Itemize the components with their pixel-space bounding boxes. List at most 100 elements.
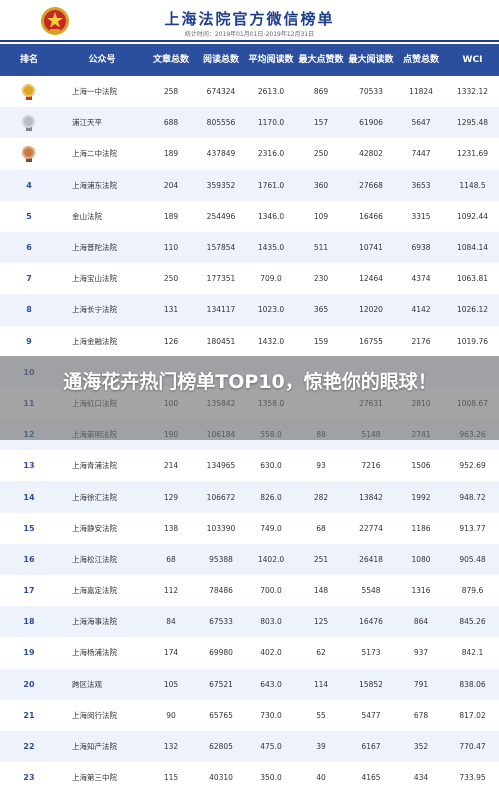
cell-max-reads: 26418 (359, 554, 383, 564)
cell-account-name: 上海静安法院 (72, 523, 117, 533)
cell-account-name: 上海长宁法院 (72, 305, 117, 315)
cell-account-name: 上海二中法院 (72, 149, 117, 159)
cell-account-name: 上海徐汇法院 (72, 492, 117, 502)
cell-account-name: 跨区法观 (72, 679, 102, 689)
cell-account-name: 上海第三中院 (72, 773, 117, 783)
gold-medal-icon (20, 82, 38, 100)
cell-total-likes: 678 (413, 710, 429, 720)
cell-articles: 132 (163, 742, 179, 752)
cell-total-likes: 1316 (411, 586, 431, 596)
cell-max-likes: 93 (316, 461, 326, 471)
cell-avg-reads: 1402.0 (257, 554, 285, 564)
table-row: 15 上海静安法院 138 103390 749.0 68 22774 1186 913.77 (0, 512, 499, 544)
cell-rank: 17 (23, 586, 35, 596)
cell-avg-reads: 730.0 (260, 710, 282, 720)
cell-max-reads: 27668 (359, 180, 383, 190)
cell-articles: 131 (163, 305, 179, 315)
cell-max-reads: 10741 (359, 243, 383, 253)
cell-rank: 4 (26, 180, 32, 190)
cell-articles: 68 (166, 554, 176, 564)
cell-max-likes: 40 (316, 773, 326, 783)
cell-max-likes: 62 (316, 648, 326, 658)
page-title: 上海法院官方微信榜单 (164, 10, 335, 28)
cell-reads: 69980 (209, 648, 233, 658)
cell-max-reads: 22774 (359, 523, 383, 533)
cell-total-likes: 3653 (411, 180, 431, 190)
cell-articles: 129 (163, 492, 179, 502)
cell-max-likes: 869 (313, 87, 329, 97)
cell-avg-reads: 1432.0 (257, 336, 285, 346)
table-row: 浦江天平 688 805556 1170.0 157 61906 5647 1295.48 (0, 107, 499, 139)
table-row: 20 跨区法观 105 67521 643.0 114 15852 791 838.06 (0, 668, 499, 700)
cell-wci: 1092.44 (456, 211, 488, 221)
cell-wci: 1026.12 (456, 305, 488, 315)
cell-reads: 134965 (206, 461, 236, 471)
cell-total-likes: 7447 (411, 149, 431, 159)
cell-wci: 1063.81 (456, 274, 488, 284)
cell-avg-reads: 1761.0 (257, 180, 285, 190)
column-header-max-reads: 最大阅读数 (348, 55, 394, 65)
cell-avg-reads: 1023.0 (257, 305, 285, 315)
cell-articles: 84 (166, 617, 176, 627)
cell-reads: 65765 (209, 710, 233, 720)
page-header: 上海法院官方微信榜单 统计时间：2019年01月01日-2019年12月31日 (0, 0, 499, 42)
cell-wci: 845.26 (459, 617, 486, 627)
cell-max-likes: 148 (313, 586, 329, 596)
cell-rank (0, 113, 58, 133)
cell-max-reads: 12020 (359, 305, 383, 315)
table-row: 上海一中法院 258 674324 2613.0 869 70533 11824 1332.1… (0, 76, 499, 108)
cell-account-name: 上海知产法院 (72, 742, 117, 752)
cell-rank: 8 (26, 305, 32, 315)
cell-articles: 90 (166, 710, 176, 720)
cell-wci: 838.06 (459, 679, 486, 689)
column-header-articles: 文章总数 (152, 55, 189, 65)
cell-max-likes: 109 (313, 211, 329, 221)
cell-avg-reads: 350.0 (260, 773, 282, 783)
column-header-reads: 阅读总数 (202, 55, 239, 65)
cell-total-likes: 11824 (409, 87, 433, 97)
cell-reads: 40310 (209, 773, 233, 783)
cell-articles: 189 (163, 211, 179, 221)
cell-total-likes: 791 (413, 679, 429, 689)
cell-account-name: 上海宝山法院 (72, 274, 117, 284)
cell-avg-reads: 402.0 (260, 648, 282, 658)
cell-account-name: 上海浦东法院 (72, 180, 117, 190)
cell-wci: 1019.76 (456, 336, 488, 346)
cell-reads: 674324 (206, 87, 236, 97)
cell-reads: 805556 (206, 118, 236, 128)
cell-max-reads: 16476 (359, 617, 383, 627)
cell-reads: 134117 (206, 305, 236, 315)
cell-account-name: 金山法院 (72, 211, 102, 221)
cell-wci: 948.72 (459, 492, 486, 502)
column-header-rank: 排名 (19, 55, 38, 65)
cell-account-name: 上海杨浦法院 (72, 648, 117, 658)
cell-wci: 817.02 (459, 710, 486, 720)
column-header-avg-reads: 平均阅读数 (248, 55, 294, 65)
cell-avg-reads: 1170.0 (257, 118, 285, 128)
headline-overlay (0, 356, 499, 440)
cell-reads: 95388 (209, 554, 233, 564)
cell-avg-reads: 2316.0 (257, 149, 285, 159)
column-header-max-likes: 最大点赞数 (298, 55, 344, 65)
table-header: 排名 公众号 文章总数 阅读总数 平均阅读数 最大点赞数 最大阅读数 点赞总数 … (0, 44, 499, 76)
cell-rank: 14 (23, 492, 35, 502)
cell-max-reads: 12464 (359, 274, 383, 284)
cell-max-reads: 5173 (361, 648, 381, 658)
table-row: 14 上海徐汇法院 129 106672 826.0 282 13842 1992 948.72 (0, 481, 499, 513)
cell-reads: 106672 (206, 492, 236, 502)
cell-articles: 110 (163, 243, 179, 253)
table-row: 22 上海知产法院 132 62805 475.0 39 6167 352 770.47 (0, 730, 499, 763)
cell-wci: 879.6 (461, 586, 484, 596)
cell-max-likes: 157 (313, 118, 329, 128)
cell-account-name: 上海闵行法院 (72, 710, 117, 720)
cell-max-reads: 16755 (359, 336, 383, 346)
cell-articles: 688 (163, 118, 179, 128)
overlay-headline: 通海花卉热门榜单TOP10，惊艳你的眼球！ (63, 371, 437, 393)
cell-max-likes: 251 (313, 554, 329, 564)
cell-max-reads: 13842 (359, 492, 383, 502)
bronze-medal-icon (20, 144, 38, 162)
cell-total-likes: 1506 (411, 461, 431, 471)
table-row: 6 上海普陀法院 110 157854 1435.0 511 10741 6938 1084.1… (0, 231, 499, 264)
cell-articles: 115 (163, 773, 179, 783)
cell-reads: 157854 (206, 243, 236, 253)
